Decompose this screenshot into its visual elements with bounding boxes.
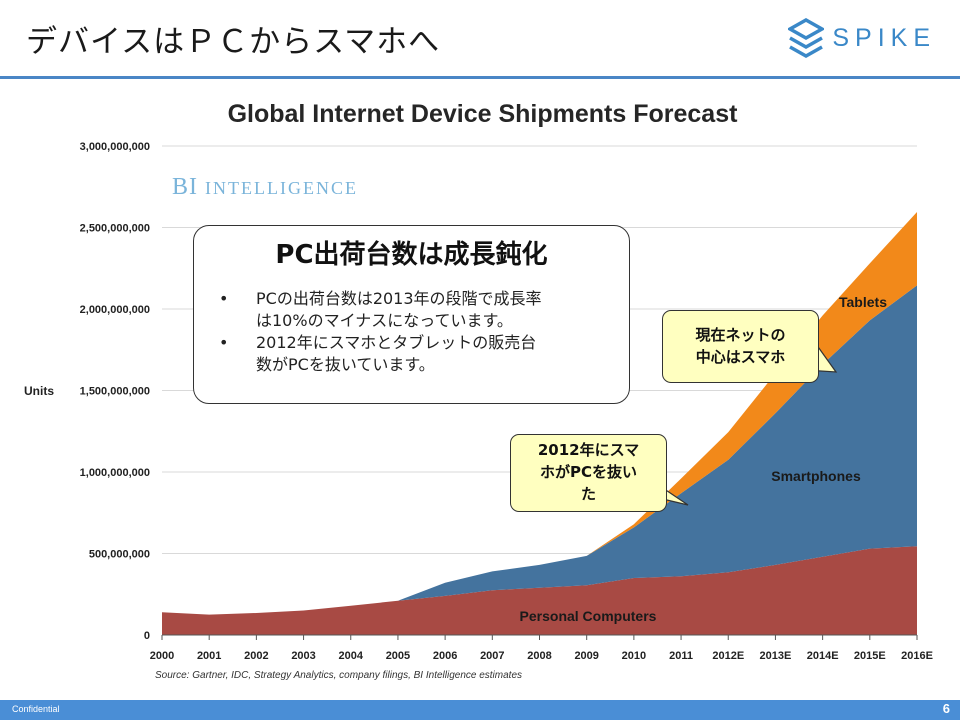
x-tick-label: 2003 xyxy=(291,650,315,662)
bullet: • xyxy=(219,333,229,352)
y-tick-label: 3,000,000,000 xyxy=(80,141,150,153)
x-tick-label: 2001 xyxy=(197,650,221,662)
summary-item: • PCの出荷台数は2013年の段階で成長率 は10%のマイナスになっています。 xyxy=(214,288,624,332)
bi-logo-prefix: BI xyxy=(172,174,198,200)
slide-title: デバイスはＰＣからスマホへ xyxy=(26,24,441,60)
callout-line: 中心はスマホ xyxy=(695,348,786,366)
area-tablets xyxy=(162,212,917,615)
source-note: Source: Gartner, IDC, Strategy Analytics… xyxy=(155,670,522,681)
x-tick-label: 2002 xyxy=(244,650,268,662)
callout-line: 2012年にスマ xyxy=(537,441,640,459)
y-axis-title: Units xyxy=(24,384,54,398)
callout-line: ホがPCを抜い xyxy=(539,463,637,481)
summary-list: • PCの出荷台数は2013年の段階で成長率 は10%のマイナスになっています。… xyxy=(214,288,624,376)
summary-item-line: 2012年にスマホとタブレットの販売台 xyxy=(256,333,537,352)
callout-line: た xyxy=(580,485,596,503)
x-tick-label: 2004 xyxy=(339,650,364,662)
series-label-smartphones: Smartphones xyxy=(771,468,861,484)
spike-logo: SPIKE xyxy=(788,18,936,58)
x-tick-label: 2010 xyxy=(622,650,646,662)
series-label-pc: Personal Computers xyxy=(520,608,657,624)
area-smartphones xyxy=(162,285,917,615)
callout-line: 現在ネットの xyxy=(695,326,786,344)
axis-layer: 0 500,000,000 1,000,000,000 1,500,000,000 2,… xyxy=(80,141,933,662)
y-tick-label: 0 xyxy=(144,630,150,642)
page-number: 6 xyxy=(942,701,950,716)
x-tick-label: 2009 xyxy=(574,650,598,662)
x-tick-label: 2013E xyxy=(760,650,792,662)
y-tick-label: 1,500,000,000 xyxy=(80,386,150,398)
callout-smartphone-center: 現在ネットの 中心はスマホ xyxy=(662,310,819,383)
y-tick-label: 2,500,000,000 xyxy=(80,223,150,235)
x-tick-label: 2007 xyxy=(480,650,504,662)
logo-text: SPIKE xyxy=(832,23,936,52)
x-tick-label: 2011 xyxy=(669,650,693,662)
area-pc xyxy=(162,546,917,635)
summary-item: • 2012年にスマホとタブレットの販売台 数がPCを抜いています。 xyxy=(214,332,624,376)
bullet: • xyxy=(219,289,229,308)
summary-heading: PC出荷台数は成長鈍化 xyxy=(275,240,548,270)
summary-item-line: は10%のマイナスになっています。 xyxy=(256,311,513,330)
confidential-label: Confidential xyxy=(12,704,60,714)
summary-box: PC出荷台数は成長鈍化 • PCの出荷台数は2013年の段階で成長率 は10%の… xyxy=(193,225,630,404)
title-divider xyxy=(0,76,960,79)
series-label-tablets: Tablets xyxy=(839,294,887,310)
callout-2012-overtake: 2012年にスマ ホがPCを抜い た xyxy=(510,434,667,512)
x-tick-label: 2014E xyxy=(807,650,839,662)
x-tick-label: 2006 xyxy=(433,650,457,662)
bi-logo-word: Intelligence xyxy=(205,178,358,198)
x-tick-label: 2008 xyxy=(527,650,551,662)
x-tick-label: 2005 xyxy=(386,650,410,662)
chart-title: Global Internet Device Shipments Forecas… xyxy=(227,100,738,128)
x-tick-label: 2016E xyxy=(901,650,933,662)
y-tick-label: 2,000,000,000 xyxy=(80,304,150,316)
y-tick-label: 1,000,000,000 xyxy=(80,467,150,479)
summary-item-line: 数がPCを抜いています。 xyxy=(256,355,435,374)
x-tick-label: 2000 xyxy=(150,650,174,662)
bi-intelligence-logo: BI Intelligence xyxy=(172,174,358,201)
spike-logo-icon xyxy=(788,18,825,58)
x-tick-label: 2012E xyxy=(712,650,744,662)
x-tick-label: 2015E xyxy=(854,650,886,662)
summary-item-line: PCの出荷台数は2013年の段階で成長率 xyxy=(256,289,542,308)
y-tick-label: 500,000,000 xyxy=(89,549,150,561)
footer-bar: Confidential 6 xyxy=(0,700,960,720)
area-layer xyxy=(162,212,917,635)
